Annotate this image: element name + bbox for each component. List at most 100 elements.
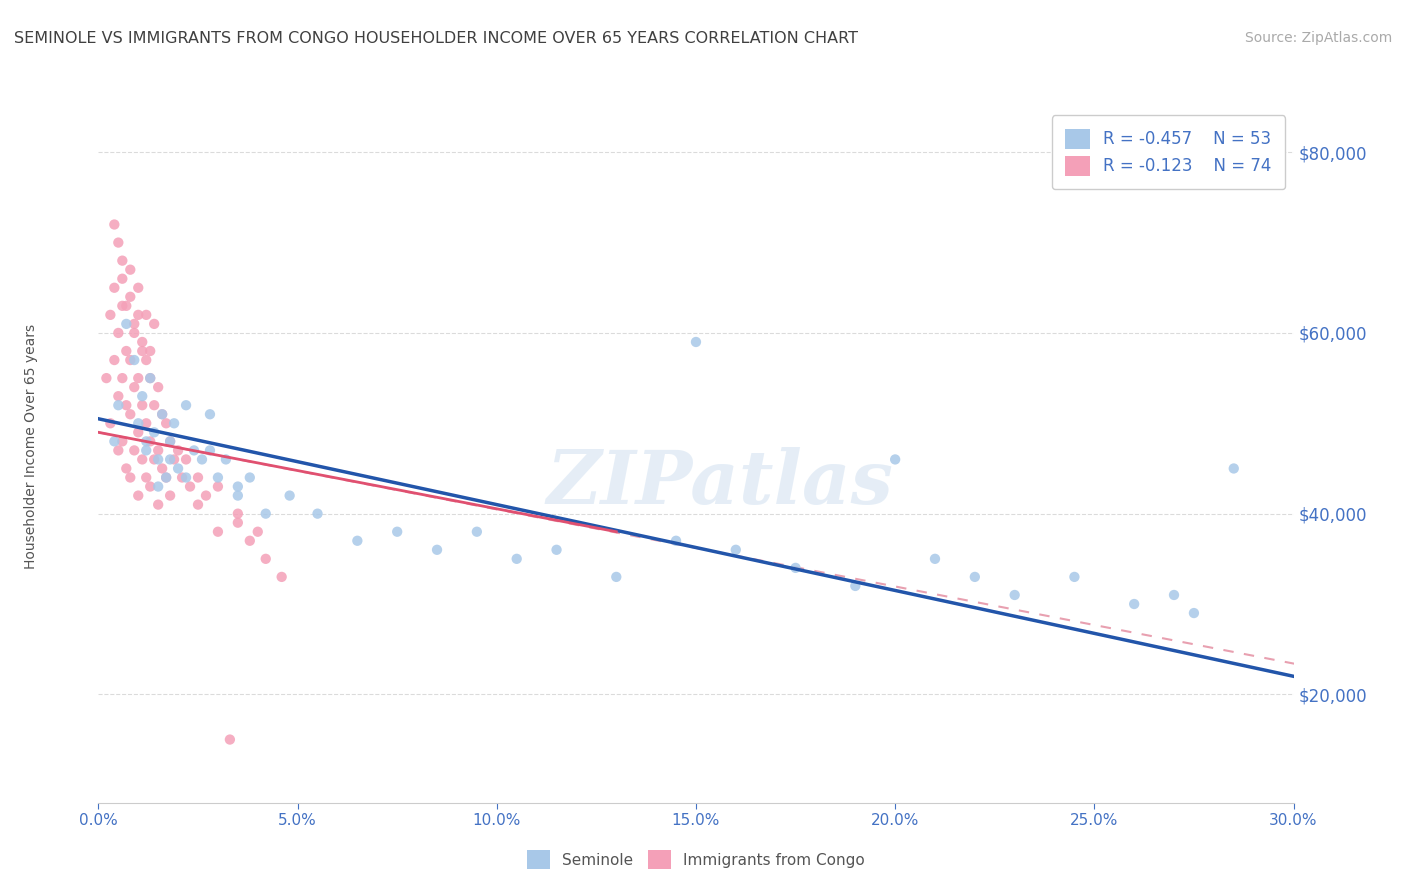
Point bbox=[239, 470, 262, 484]
Point bbox=[163, 417, 186, 431]
Point bbox=[198, 443, 221, 458]
Point bbox=[183, 443, 205, 458]
Point bbox=[98, 308, 122, 322]
Point bbox=[115, 461, 138, 475]
Point bbox=[127, 371, 149, 385]
Point bbox=[127, 425, 149, 440]
Point bbox=[120, 353, 142, 368]
Point bbox=[150, 407, 173, 421]
Point bbox=[135, 443, 157, 458]
Point bbox=[163, 452, 186, 467]
Point bbox=[143, 425, 166, 440]
Point bbox=[167, 443, 190, 458]
Point bbox=[127, 281, 149, 295]
Point bbox=[111, 434, 134, 449]
Point bbox=[139, 434, 162, 449]
Point bbox=[207, 470, 229, 484]
Point bbox=[139, 344, 162, 359]
Text: ZIPatlas: ZIPatlas bbox=[547, 447, 893, 519]
Point bbox=[111, 299, 134, 313]
Point bbox=[139, 371, 162, 385]
Text: Source: ZipAtlas.com: Source: ZipAtlas.com bbox=[1244, 31, 1392, 45]
Point bbox=[150, 407, 173, 421]
Point bbox=[131, 398, 153, 412]
Point bbox=[124, 317, 146, 331]
Text: Householder Income Over 65 years: Householder Income Over 65 years bbox=[24, 324, 38, 568]
Point bbox=[111, 371, 134, 385]
Point bbox=[120, 470, 142, 484]
Point bbox=[844, 579, 866, 593]
Point bbox=[143, 452, 166, 467]
Point bbox=[226, 507, 249, 521]
Point bbox=[127, 417, 149, 431]
Point bbox=[239, 533, 262, 548]
Point bbox=[884, 452, 907, 467]
Point bbox=[111, 271, 134, 285]
Point bbox=[155, 417, 177, 431]
Point bbox=[155, 470, 177, 484]
Point bbox=[226, 516, 249, 530]
Point bbox=[665, 533, 688, 548]
Point bbox=[179, 479, 201, 493]
Point bbox=[546, 542, 568, 557]
Point bbox=[685, 334, 707, 349]
Point bbox=[159, 434, 181, 449]
Point bbox=[278, 489, 301, 503]
Point bbox=[194, 489, 218, 503]
Point bbox=[139, 479, 162, 493]
Point bbox=[96, 371, 118, 385]
Point bbox=[219, 732, 242, 747]
Point bbox=[135, 308, 157, 322]
Point bbox=[187, 498, 209, 512]
Point bbox=[139, 371, 162, 385]
Point bbox=[198, 407, 221, 421]
Point bbox=[1163, 588, 1185, 602]
Point bbox=[107, 398, 129, 412]
Point bbox=[135, 417, 157, 431]
Point bbox=[148, 443, 170, 458]
Point bbox=[226, 489, 249, 503]
Point bbox=[148, 452, 170, 467]
Point bbox=[124, 353, 146, 368]
Point bbox=[159, 489, 181, 503]
Point bbox=[506, 551, 529, 566]
Point bbox=[124, 380, 146, 394]
Point bbox=[187, 470, 209, 484]
Point bbox=[131, 389, 153, 403]
Point bbox=[191, 452, 214, 467]
Point bbox=[143, 317, 166, 331]
Point bbox=[103, 434, 125, 449]
Point bbox=[135, 353, 157, 368]
Point bbox=[131, 452, 153, 467]
Point bbox=[785, 561, 807, 575]
Text: SEMINOLE VS IMMIGRANTS FROM CONGO HOUSEHOLDER INCOME OVER 65 YEARS CORRELATION C: SEMINOLE VS IMMIGRANTS FROM CONGO HOUSEH… bbox=[14, 31, 858, 46]
Point bbox=[103, 353, 125, 368]
Point bbox=[124, 443, 146, 458]
Point bbox=[131, 334, 153, 349]
Point bbox=[111, 253, 134, 268]
Point bbox=[307, 507, 329, 521]
Point bbox=[115, 317, 138, 331]
Point bbox=[107, 235, 129, 250]
Point bbox=[724, 542, 747, 557]
Point bbox=[143, 398, 166, 412]
Point bbox=[98, 417, 122, 431]
Legend: Seminole, Immigrants from Congo: Seminole, Immigrants from Congo bbox=[520, 845, 872, 875]
Point bbox=[120, 407, 142, 421]
Point bbox=[174, 398, 197, 412]
Point bbox=[346, 533, 368, 548]
Point bbox=[174, 470, 197, 484]
Point bbox=[605, 570, 627, 584]
Point bbox=[167, 461, 190, 475]
Point bbox=[465, 524, 488, 539]
Point bbox=[246, 524, 269, 539]
Point bbox=[1063, 570, 1085, 584]
Point bbox=[1123, 597, 1146, 611]
Point bbox=[254, 507, 277, 521]
Point bbox=[963, 570, 986, 584]
Point bbox=[127, 489, 149, 503]
Point bbox=[127, 308, 149, 322]
Point bbox=[159, 434, 181, 449]
Point bbox=[107, 326, 129, 340]
Point bbox=[115, 344, 138, 359]
